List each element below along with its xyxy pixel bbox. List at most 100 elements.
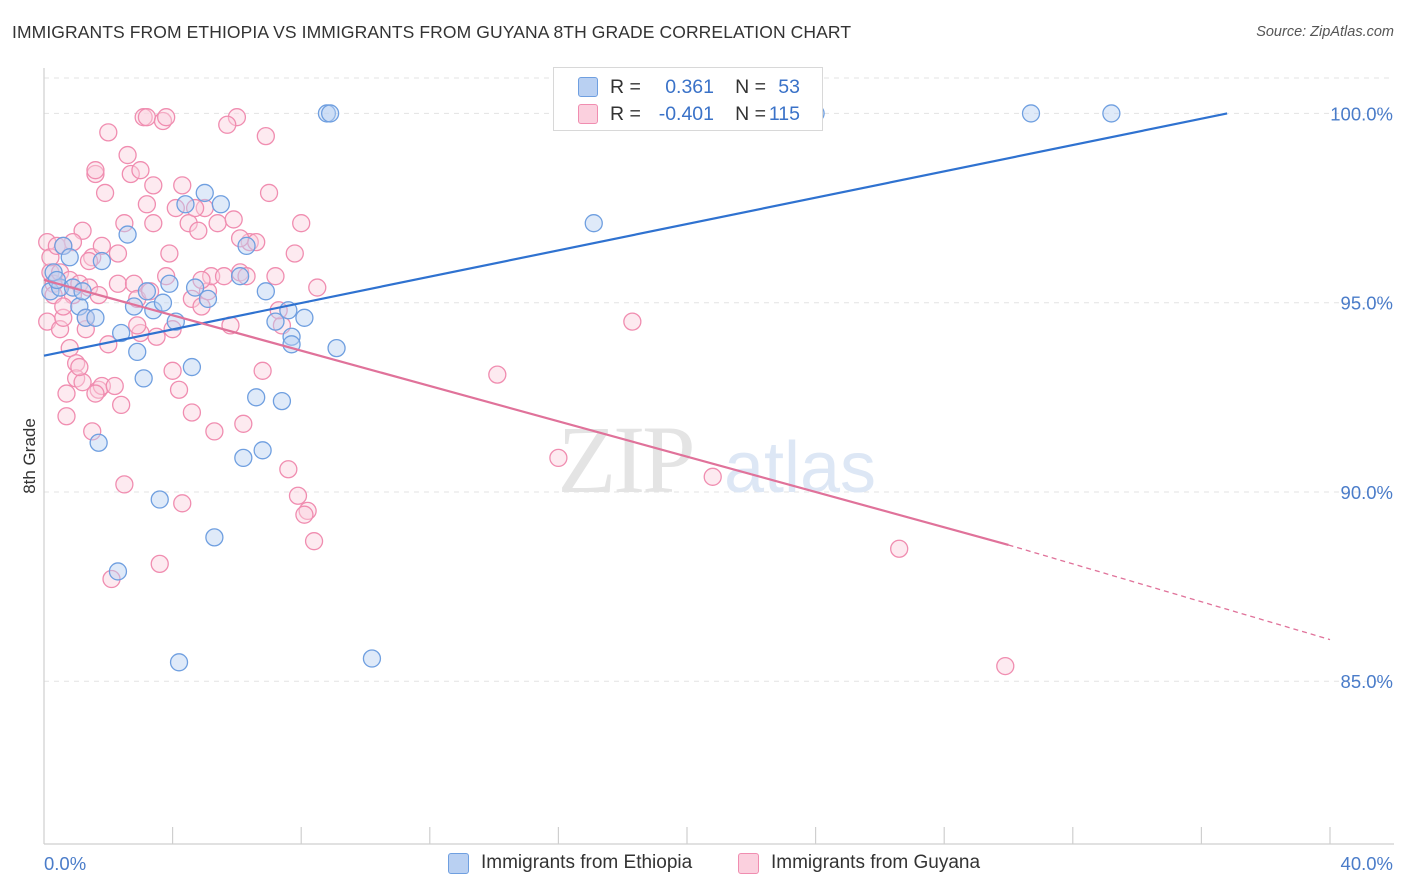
guyana-point [166,198,185,218]
ethiopia-point [108,562,128,581]
legend-r-value: -0.401 [658,102,714,125]
guyana-point [63,232,83,252]
guyana-point [192,297,211,316]
ethiopia-point [112,323,131,343]
guyana-point [57,407,76,426]
legend-n-value: 53 [778,75,800,98]
guyana-point [118,145,137,165]
ethiopia-point [247,388,266,407]
ethiopia-point [185,278,205,297]
guyana-point [137,108,157,127]
ethiopia-point [137,282,157,301]
legend-row-ethiopia: R = 0.361 N = 53 [578,75,800,99]
guyana-point [259,183,279,203]
y-axis-label: 8th Grade [20,418,39,494]
guyana-point [144,214,163,233]
ethiopia-point [153,293,173,312]
guyana-point [163,361,182,380]
trend-lines [43,112,1331,641]
guyana-point [137,195,157,214]
guyana-point [703,467,722,486]
guyana-point [86,161,105,180]
ethiopia-point [89,433,108,452]
trend-line-guyana-extension [1008,544,1331,641]
guyana-point [218,115,237,134]
watermark-atlas: atlas [724,428,876,508]
ethiopia-point [134,369,153,388]
guyana-point [192,270,211,290]
guyana-point [50,320,70,339]
guyana-point [189,221,208,240]
ethiopia-point [198,289,218,309]
guyana-point [99,123,118,142]
chart-title: IMMIGRANTS FROM ETHIOPIA VS IMMIGRANTS F… [12,22,852,42]
guyana-point [108,274,128,293]
y-tick-label: 100.0% [1330,103,1393,124]
guyana-point [256,126,275,146]
ethiopia-point [176,195,195,214]
gridlines [44,77,1394,682]
guyana-point [185,198,205,218]
x-tick-label-max: 40.0% [1341,853,1393,874]
guyana-point [202,267,221,286]
guyana-point [224,210,243,229]
guyana-point [102,569,121,589]
guyana-point [95,183,115,203]
legend-n-value: 115 [768,102,800,125]
watermark: ZIP atlas [558,406,877,513]
guyana-point [295,505,314,524]
guyana-point [549,448,568,468]
ethiopia-point [584,214,603,233]
guyana-point [308,278,327,297]
ethiopia-point [86,308,105,327]
legend-row-guyana: R = -0.401 N = 115 [578,102,800,126]
guyana-point [169,380,189,399]
ethiopia-point [282,327,301,346]
legend-item-guyana[interactable]: Immigrants from Guyana [738,852,980,874]
guyana-point [108,244,128,263]
guyana-point [121,164,140,184]
legend-n-label: N = [735,75,766,98]
guyana-point [205,422,224,441]
x-tick-label-min: 0.0% [44,853,86,874]
guyana-point [150,554,169,574]
source-label: Source: ZipAtlas.com [1256,24,1394,40]
tick-labels: 85.0% 90.0% 95.0% 100.0% 0.0% 40.0% [44,103,1393,874]
watermark-zip: ZIP [558,406,693,513]
legend-n-label: N = [735,102,766,125]
ethiopia-point [1021,104,1041,123]
ethiopia-point [76,308,95,327]
ethiopia-point [70,297,89,316]
ethiopia-point [92,251,112,271]
guyana-point [54,297,73,316]
legend-r-value: 0.361 [665,75,714,98]
guyana-point [86,384,105,403]
guyana-point [253,361,272,380]
ethiopia-point [150,490,169,509]
guyana-point [73,373,92,392]
ethiopia-point [237,236,256,256]
guyana-point [128,316,147,335]
guyana-point [230,229,250,248]
ethiopia-point [272,391,292,411]
ethiopia-point [169,653,189,672]
trend-line-guyana [43,278,1009,547]
guyana-point [115,214,134,233]
legend-item-ethiopia[interactable]: Immigrants from Ethiopia [448,852,692,874]
guyana-point [208,214,227,233]
ethiopia-point [362,649,382,668]
guyana-point [182,403,202,422]
guyana-point [288,486,308,505]
legend-r-label: R = [610,102,641,125]
series-ethiopia [41,104,1121,672]
guyana-point [279,460,298,479]
guyana-point [214,267,234,286]
guyana-point [234,414,253,433]
guyana-point [182,289,202,309]
ethiopia-point [211,195,230,214]
ethiopia-point [118,225,137,244]
guyana-point [115,475,134,494]
guyana-point [112,395,131,415]
ethiopia-point [182,357,202,377]
legend-swatch-guyana [578,104,598,124]
